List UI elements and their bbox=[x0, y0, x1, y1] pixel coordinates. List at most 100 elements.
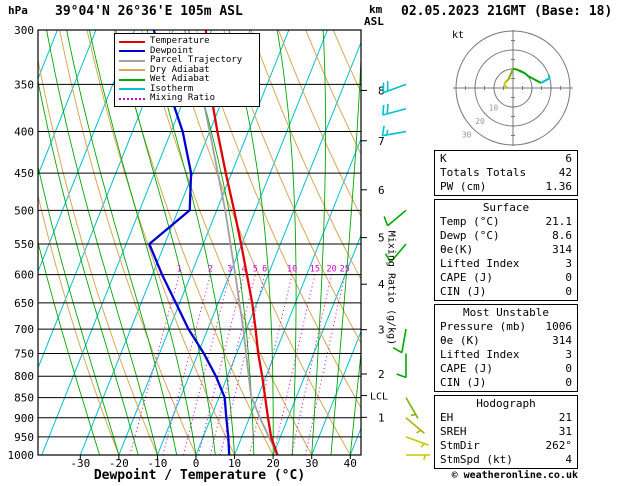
svg-text:600: 600 bbox=[14, 269, 34, 282]
stat-label: SREH bbox=[440, 425, 467, 438]
legend-line-sample bbox=[119, 97, 145, 100]
svg-text:10: 10 bbox=[489, 103, 499, 112]
svg-text:20: 20 bbox=[267, 457, 280, 470]
stat-label: StmSpd (kt) bbox=[440, 453, 513, 466]
hodograph-trace-segment bbox=[505, 79, 509, 83]
stats-box-most-unstable: Most Unstable Pressure (mb) 1006 θe (K) 314 L… bbox=[434, 304, 578, 392]
hodograph-trace-segment bbox=[503, 81, 507, 86]
stat-label: θe(K) bbox=[440, 243, 474, 256]
pressure-axis-unit: hPa bbox=[8, 4, 28, 17]
stat-value: 21.1 bbox=[545, 215, 573, 228]
asl-label: ASL bbox=[364, 15, 384, 28]
x-axis-title: Dewpoint / Temperature (°C) bbox=[93, 468, 306, 483]
stat-value: 1.36 bbox=[545, 180, 573, 193]
legend-line-sample bbox=[119, 69, 145, 72]
stats-box-title: Most Unstable bbox=[462, 306, 550, 319]
dewpoint-curve bbox=[148, 30, 231, 455]
stat-row-e-k: θe (K) 314 bbox=[440, 334, 572, 348]
stat-value: 21 bbox=[558, 411, 572, 424]
svg-text:450: 450 bbox=[14, 167, 34, 180]
stat-value: 314 bbox=[552, 243, 572, 256]
legend-label: Temperature bbox=[150, 36, 210, 47]
legend-label: Mixing Ratio bbox=[150, 93, 216, 104]
stat-row-pw-cm: PW (cm) 1.36 bbox=[440, 180, 572, 194]
legend-line-sample bbox=[119, 40, 145, 43]
hodograph-trace-segment bbox=[524, 72, 529, 77]
svg-text:10: 10 bbox=[228, 457, 241, 470]
legend-label: Parcel Trajectory bbox=[150, 55, 243, 66]
hodograph-trace-segment bbox=[503, 84, 509, 89]
stats-panel: K 6 Totals Totals 42 PW (cm) 1.36 Surface Temp … bbox=[434, 150, 578, 472]
stat-label: CIN (J) bbox=[440, 376, 487, 389]
stat-value: 3 bbox=[565, 348, 572, 361]
svg-text:2: 2 bbox=[378, 368, 385, 381]
svg-text:950: 950 bbox=[14, 431, 34, 444]
stat-label: StmDir bbox=[440, 439, 480, 452]
km-axis-unit: km bbox=[369, 3, 383, 16]
hodograph-trace-segment bbox=[507, 68, 514, 81]
svg-text:-30: -30 bbox=[70, 457, 90, 470]
svg-text:0: 0 bbox=[193, 457, 200, 470]
stat-row-totals-totals: Totals Totals 42 bbox=[440, 166, 572, 180]
legend-item-dry-adiabat: Dry Adiabat bbox=[119, 65, 255, 76]
stats-box-indices: K 6 Totals Totals 42 PW (cm) 1.36 bbox=[434, 150, 578, 196]
svg-text:8: 8 bbox=[378, 84, 385, 97]
wind-barb bbox=[405, 436, 429, 448]
stat-row-pressure-mb: Pressure (mb) 1006 bbox=[440, 320, 572, 334]
svg-text:4: 4 bbox=[378, 278, 385, 291]
legend-item-dewpoint: Dewpoint bbox=[119, 46, 255, 57]
stat-row-cape-j: CAPE (J) 0 bbox=[440, 362, 572, 376]
wind-barb bbox=[396, 353, 407, 379]
stat-row-sreh: SREH 31 bbox=[440, 425, 572, 439]
svg-text:3: 3 bbox=[227, 265, 232, 275]
svg-text:LCL: LCL bbox=[370, 392, 388, 403]
stat-value: 42 bbox=[558, 166, 572, 179]
stat-row-stmdir: StmDir 262° bbox=[440, 439, 572, 453]
stats-box-title: Surface bbox=[482, 201, 530, 214]
mixing-ratio-axis-title: Mixing Ratio (g/kg) bbox=[385, 230, 397, 346]
legend-item-wet-adiabat: Wet Adiabat bbox=[119, 75, 255, 85]
svg-text:6: 6 bbox=[262, 265, 267, 275]
legend-label: Isotherm bbox=[150, 83, 194, 94]
legend-item-mixing-ratio: Mixing Ratio bbox=[119, 94, 255, 104]
km-axis: 1 2 3 4 5 6 7 8 bbox=[361, 84, 385, 424]
wind-barb bbox=[381, 125, 407, 137]
stat-value: 31 bbox=[558, 425, 572, 438]
temperature-axis: -30 -20 -10 0 10 20 30 40 bbox=[70, 455, 357, 470]
svg-text:7: 7 bbox=[378, 135, 385, 148]
svg-text:5: 5 bbox=[253, 265, 258, 275]
stat-value: 0 bbox=[565, 376, 572, 389]
svg-text:5: 5 bbox=[378, 232, 385, 245]
svg-text:700: 700 bbox=[14, 323, 34, 336]
stat-row-cin-j: CIN (J) 0 bbox=[440, 285, 572, 299]
plot-border bbox=[37, 29, 362, 456]
stat-label: CAPE (J) bbox=[440, 362, 493, 375]
stat-label: Lifted Index bbox=[440, 348, 520, 361]
svg-text:1: 1 bbox=[177, 265, 182, 275]
temperature-curve bbox=[204, 30, 279, 455]
stat-label: CIN (J) bbox=[440, 285, 487, 298]
copyright-text: © weatheronline.co.uk bbox=[451, 470, 578, 481]
hodograph-trace-segment bbox=[527, 74, 542, 84]
svg-text:550: 550 bbox=[14, 238, 34, 251]
wind-barb bbox=[392, 328, 407, 354]
wind-barb bbox=[405, 397, 419, 419]
stat-label: EH bbox=[440, 411, 454, 424]
svg-text:800: 800 bbox=[14, 370, 34, 383]
stat-value: 3 bbox=[565, 257, 572, 270]
svg-text:1000: 1000 bbox=[8, 449, 35, 462]
svg-text:300: 300 bbox=[14, 24, 34, 37]
svg-text:-20: -20 bbox=[109, 457, 129, 470]
hodograph-trace-segment bbox=[547, 74, 551, 79]
stat-row-eh: EH 21 bbox=[440, 411, 572, 425]
stat-row-temp-c: Temp (°C) 21.1 bbox=[440, 215, 572, 229]
wind-barb bbox=[383, 209, 407, 227]
stat-row-cape-j: CAPE (J) 0 bbox=[440, 271, 572, 285]
lcl-marker: LCL bbox=[361, 392, 388, 403]
stat-row-e-k: θe(K) 314 bbox=[440, 243, 572, 257]
hodograph-unit-label: kt bbox=[452, 30, 465, 41]
svg-text:900: 900 bbox=[14, 412, 34, 425]
svg-text:40: 40 bbox=[344, 457, 357, 470]
stat-value: 4 bbox=[565, 453, 572, 466]
stat-value: 0 bbox=[565, 271, 572, 284]
